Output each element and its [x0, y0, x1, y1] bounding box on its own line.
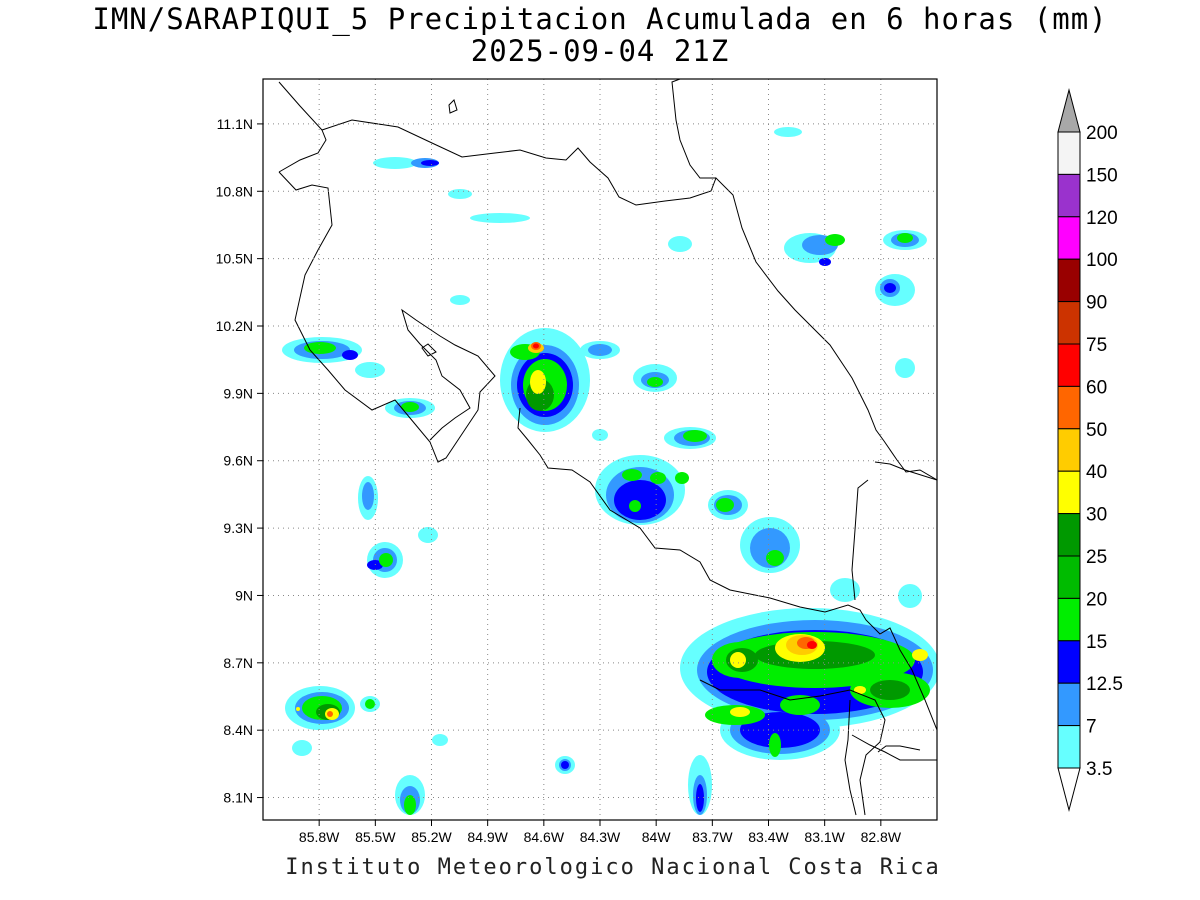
colorbar-label: 60 — [1086, 377, 1107, 398]
map-valid-time: 2025-09-04 21Z — [470, 34, 730, 68]
colorbar-segment — [1057, 258, 1081, 303]
lat-label: 8.4N — [223, 722, 253, 738]
colorbar-segment — [1057, 555, 1081, 599]
colorbar-segment — [1057, 216, 1081, 260]
colorbar-label: 15 — [1086, 632, 1107, 653]
colorbar: 200 150 120 100 90 75 60 50 40 30 25 20 15 12.5 7 3.5 — [1057, 88, 1123, 812]
lon-label: 85.8W — [299, 829, 340, 845]
colorbar-segment — [1057, 725, 1081, 769]
colorbar-label: 20 — [1086, 589, 1107, 610]
latitude-labels: 11.1N 10.8N 10.5N 10.2N 9.9N 9.6N 9.3N 9N 8.7N 8.… — [216, 116, 263, 806]
colorbar-segment — [1057, 513, 1081, 557]
lon-label: 84.9W — [467, 829, 508, 845]
colorbar-segment — [1057, 470, 1081, 515]
colorbar-label: 75 — [1086, 335, 1107, 356]
colorbar-label: 7 — [1086, 717, 1097, 738]
lon-label: 85.2W — [411, 829, 452, 845]
colorbar-segment — [1057, 343, 1081, 387]
colorbar-segment — [1057, 301, 1081, 345]
lon-label: 84.3W — [580, 829, 621, 845]
lon-label: 83.1W — [804, 829, 845, 845]
lat-label: 9.9N — [223, 385, 253, 401]
colorbar-segment — [1057, 173, 1081, 218]
lon-label: 82.8W — [861, 829, 902, 845]
coastline-borders — [278, 79, 937, 816]
colorbar-segment — [1057, 597, 1081, 642]
map-title: IMN/SARAPIQUI_5 Precipitacion Acumulada … — [92, 2, 1108, 36]
lat-label: 10.5N — [216, 251, 253, 267]
colorbar-label: 100 — [1086, 250, 1118, 271]
lon-label: 83.7W — [692, 829, 733, 845]
precipitation-field — [282, 127, 937, 815]
colorbar-label: 90 — [1086, 293, 1107, 314]
colorbar-segment — [1057, 428, 1081, 472]
colorbar-label: 150 — [1086, 165, 1118, 186]
lat-label: 10.8N — [216, 183, 253, 199]
lat-label: 10.2N — [216, 318, 253, 334]
lat-label: 9.6N — [223, 453, 253, 469]
lat-label: 8.7N — [223, 655, 253, 671]
colorbar-segment — [1057, 385, 1081, 430]
colorbar-label: 120 — [1086, 208, 1118, 229]
colorbar-label: 30 — [1086, 505, 1107, 526]
colorbar-label: 40 — [1086, 462, 1107, 483]
colorbar-top-arrow — [1057, 88, 1081, 133]
colorbar-label: 12.5 — [1086, 674, 1123, 695]
colorbar-label: 200 — [1086, 123, 1118, 144]
colorbar-bottom-arrow — [1057, 767, 1081, 812]
lat-label: 9.3N — [223, 520, 253, 536]
colorbar-segment — [1057, 640, 1081, 684]
lat-label: 9N — [235, 587, 253, 603]
graticule — [263, 79, 937, 820]
lon-label: 85.5W — [355, 829, 396, 845]
lat-label: 8.1N — [223, 790, 253, 806]
colorbar-segment — [1057, 131, 1081, 175]
longitude-labels: 85.8W 85.5W 85.2W 84.9W 84.6W 84.3W 84W 83.7W 83… — [299, 820, 902, 845]
colorbar-label: 50 — [1086, 420, 1107, 441]
credit-footer: Instituto Meteorologico Nacional Costa R… — [285, 855, 941, 880]
colorbar-label: 3.5 — [1086, 759, 1112, 780]
colorbar-label: 25 — [1086, 547, 1107, 568]
lon-label: 83.4W — [748, 829, 789, 845]
lon-label: 84.6W — [524, 829, 565, 845]
colorbar-segment — [1057, 682, 1081, 727]
lon-label: 84W — [642, 829, 672, 845]
lat-label: 11.1N — [217, 116, 253, 132]
